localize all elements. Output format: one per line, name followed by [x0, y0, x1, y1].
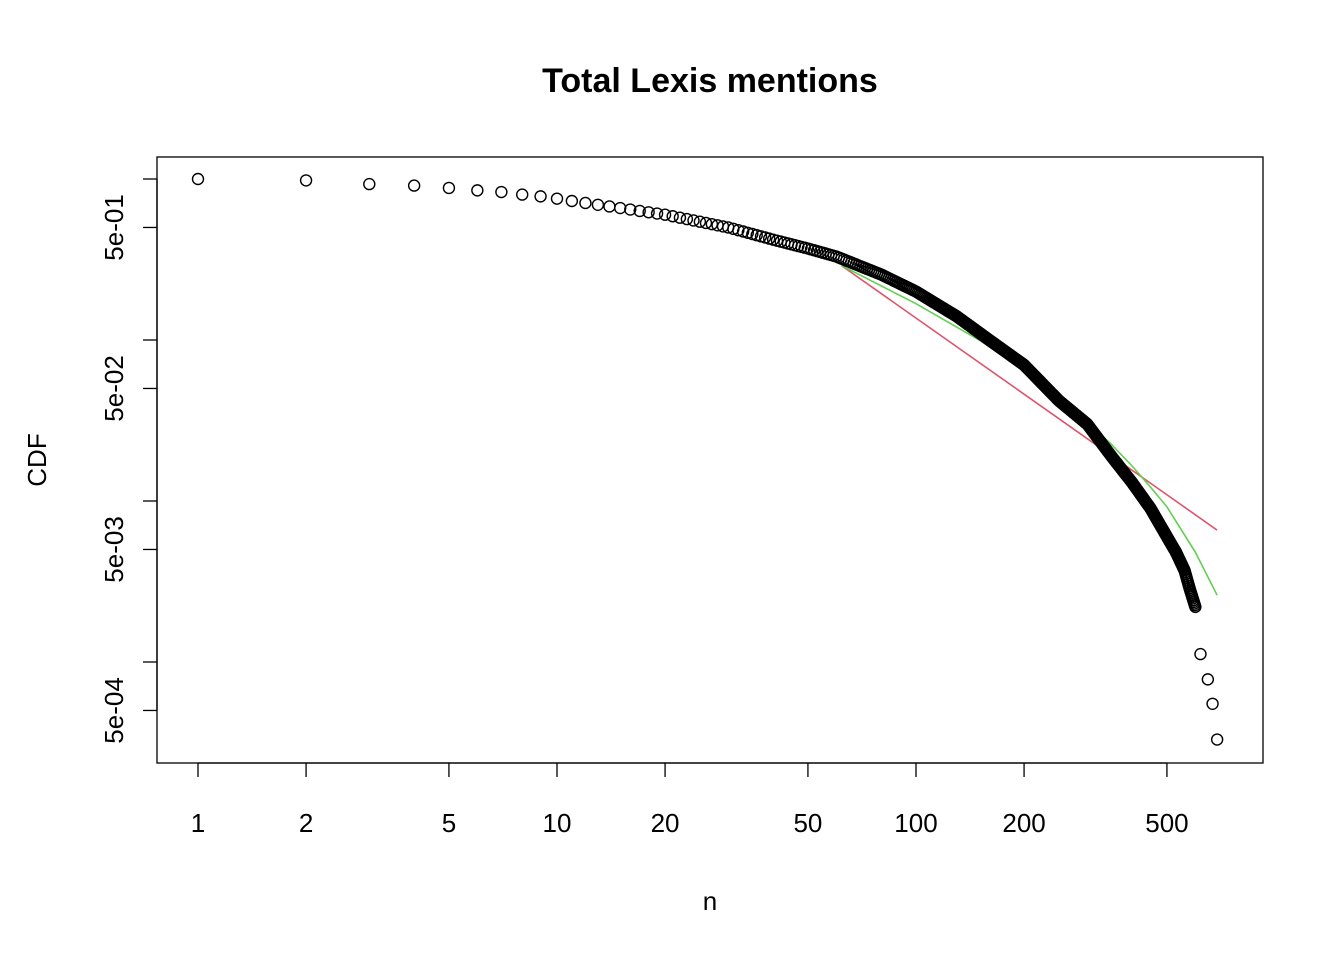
- y-axis: 5e-01 5e-02 5e-03 5e-04: [99, 178, 158, 744]
- y-tick-label: 5e-03: [99, 516, 129, 583]
- data-point: [1206, 697, 1219, 711]
- lognormal-fit-line: [841, 264, 1218, 596]
- data-point: [642, 206, 655, 219]
- x-tick-label: 500: [1145, 808, 1188, 838]
- y-tick-label: 5e-01: [99, 194, 129, 260]
- plot-frame: [156, 156, 1264, 764]
- data-point: [693, 215, 707, 228]
- y-tick-label: 5e-02: [99, 355, 129, 422]
- data-point: [614, 201, 627, 215]
- data-point: [299, 174, 313, 187]
- data-point: [687, 214, 700, 227]
- x-tick-label: 20: [651, 808, 680, 838]
- x-tick-label: 1: [191, 808, 205, 838]
- data-point: [516, 188, 529, 201]
- data-point: [471, 184, 484, 197]
- chart-title: Total Lexis mentions: [542, 62, 878, 100]
- y-tick-label: 5e-04: [99, 677, 129, 744]
- data-point: [1210, 733, 1224, 746]
- data-point: [1194, 647, 1207, 661]
- data-point: [680, 212, 694, 226]
- data-point: [591, 198, 605, 212]
- data-point: [603, 200, 616, 213]
- x-tick-label: 10: [543, 808, 572, 838]
- data-point: [673, 211, 687, 224]
- data-point: [1189, 600, 1202, 614]
- data-point: [442, 181, 456, 195]
- y-axis-title: CDF: [22, 433, 52, 486]
- x-axis: 1 2 5 10 20 50 100 200 500: [191, 762, 1189, 838]
- x-tick-label: 5: [442, 808, 456, 838]
- data-point: [407, 179, 421, 192]
- x-tick-label: 2: [299, 808, 313, 838]
- data-point: [633, 204, 646, 218]
- data-point: [658, 208, 672, 221]
- data-points: [191, 172, 1224, 746]
- data-point: [699, 216, 713, 230]
- x-tick-label: 50: [793, 808, 822, 838]
- data-point: [1201, 673, 1215, 686]
- data-point: [650, 207, 664, 220]
- data-point: [624, 203, 637, 216]
- fit-lines: [841, 264, 1218, 596]
- data-point: [191, 172, 205, 186]
- data-point: [534, 190, 547, 203]
- data-point: [666, 210, 679, 223]
- data-point: [732, 224, 745, 237]
- data-point: [495, 185, 508, 199]
- x-tick-label: 100: [894, 808, 937, 838]
- x-axis-title: n: [703, 886, 717, 916]
- data-point: [579, 196, 592, 210]
- data-point: [741, 226, 755, 239]
- data-point: [550, 192, 564, 205]
- x-tick-label: 200: [1002, 808, 1045, 838]
- data-point: [565, 194, 579, 208]
- power-law-fit-line: [841, 264, 1218, 531]
- data-point: [736, 225, 750, 238]
- data-point: [363, 177, 376, 191]
